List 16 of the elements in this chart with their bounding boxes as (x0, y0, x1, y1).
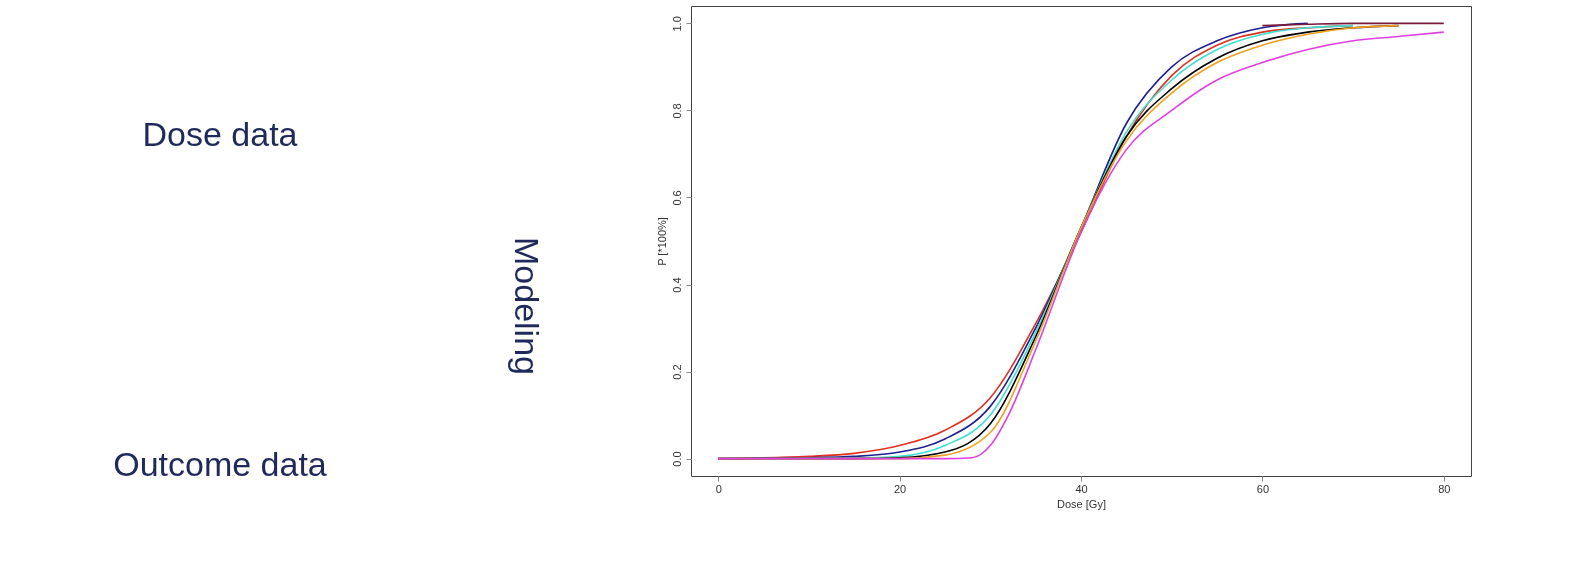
y-tick-label: 0.0 (670, 451, 683, 467)
x-axis-title: Dose [Gy] (1057, 497, 1106, 510)
x-tick-label: 20 (893, 482, 907, 495)
text: Dose data (142, 115, 298, 153)
y-axis-title: P [*100%] (655, 217, 668, 266)
y-tick-label: 0.8 (670, 103, 683, 119)
y-tick-label: 0.4 (670, 277, 683, 293)
x-tick-label: 40 (1075, 482, 1088, 495)
y-tick-label: 0.6 (670, 190, 683, 206)
text: Modeling (508, 237, 546, 375)
x-tick-label: 80 (1438, 482, 1451, 495)
y-tick-label: 0.2 (670, 364, 683, 380)
x-tick-label: 60 (1256, 482, 1270, 495)
x-tick-label: 0 (715, 482, 722, 495)
y-tick-label: 1.0 (670, 16, 683, 32)
text: Outcome data (113, 445, 327, 483)
